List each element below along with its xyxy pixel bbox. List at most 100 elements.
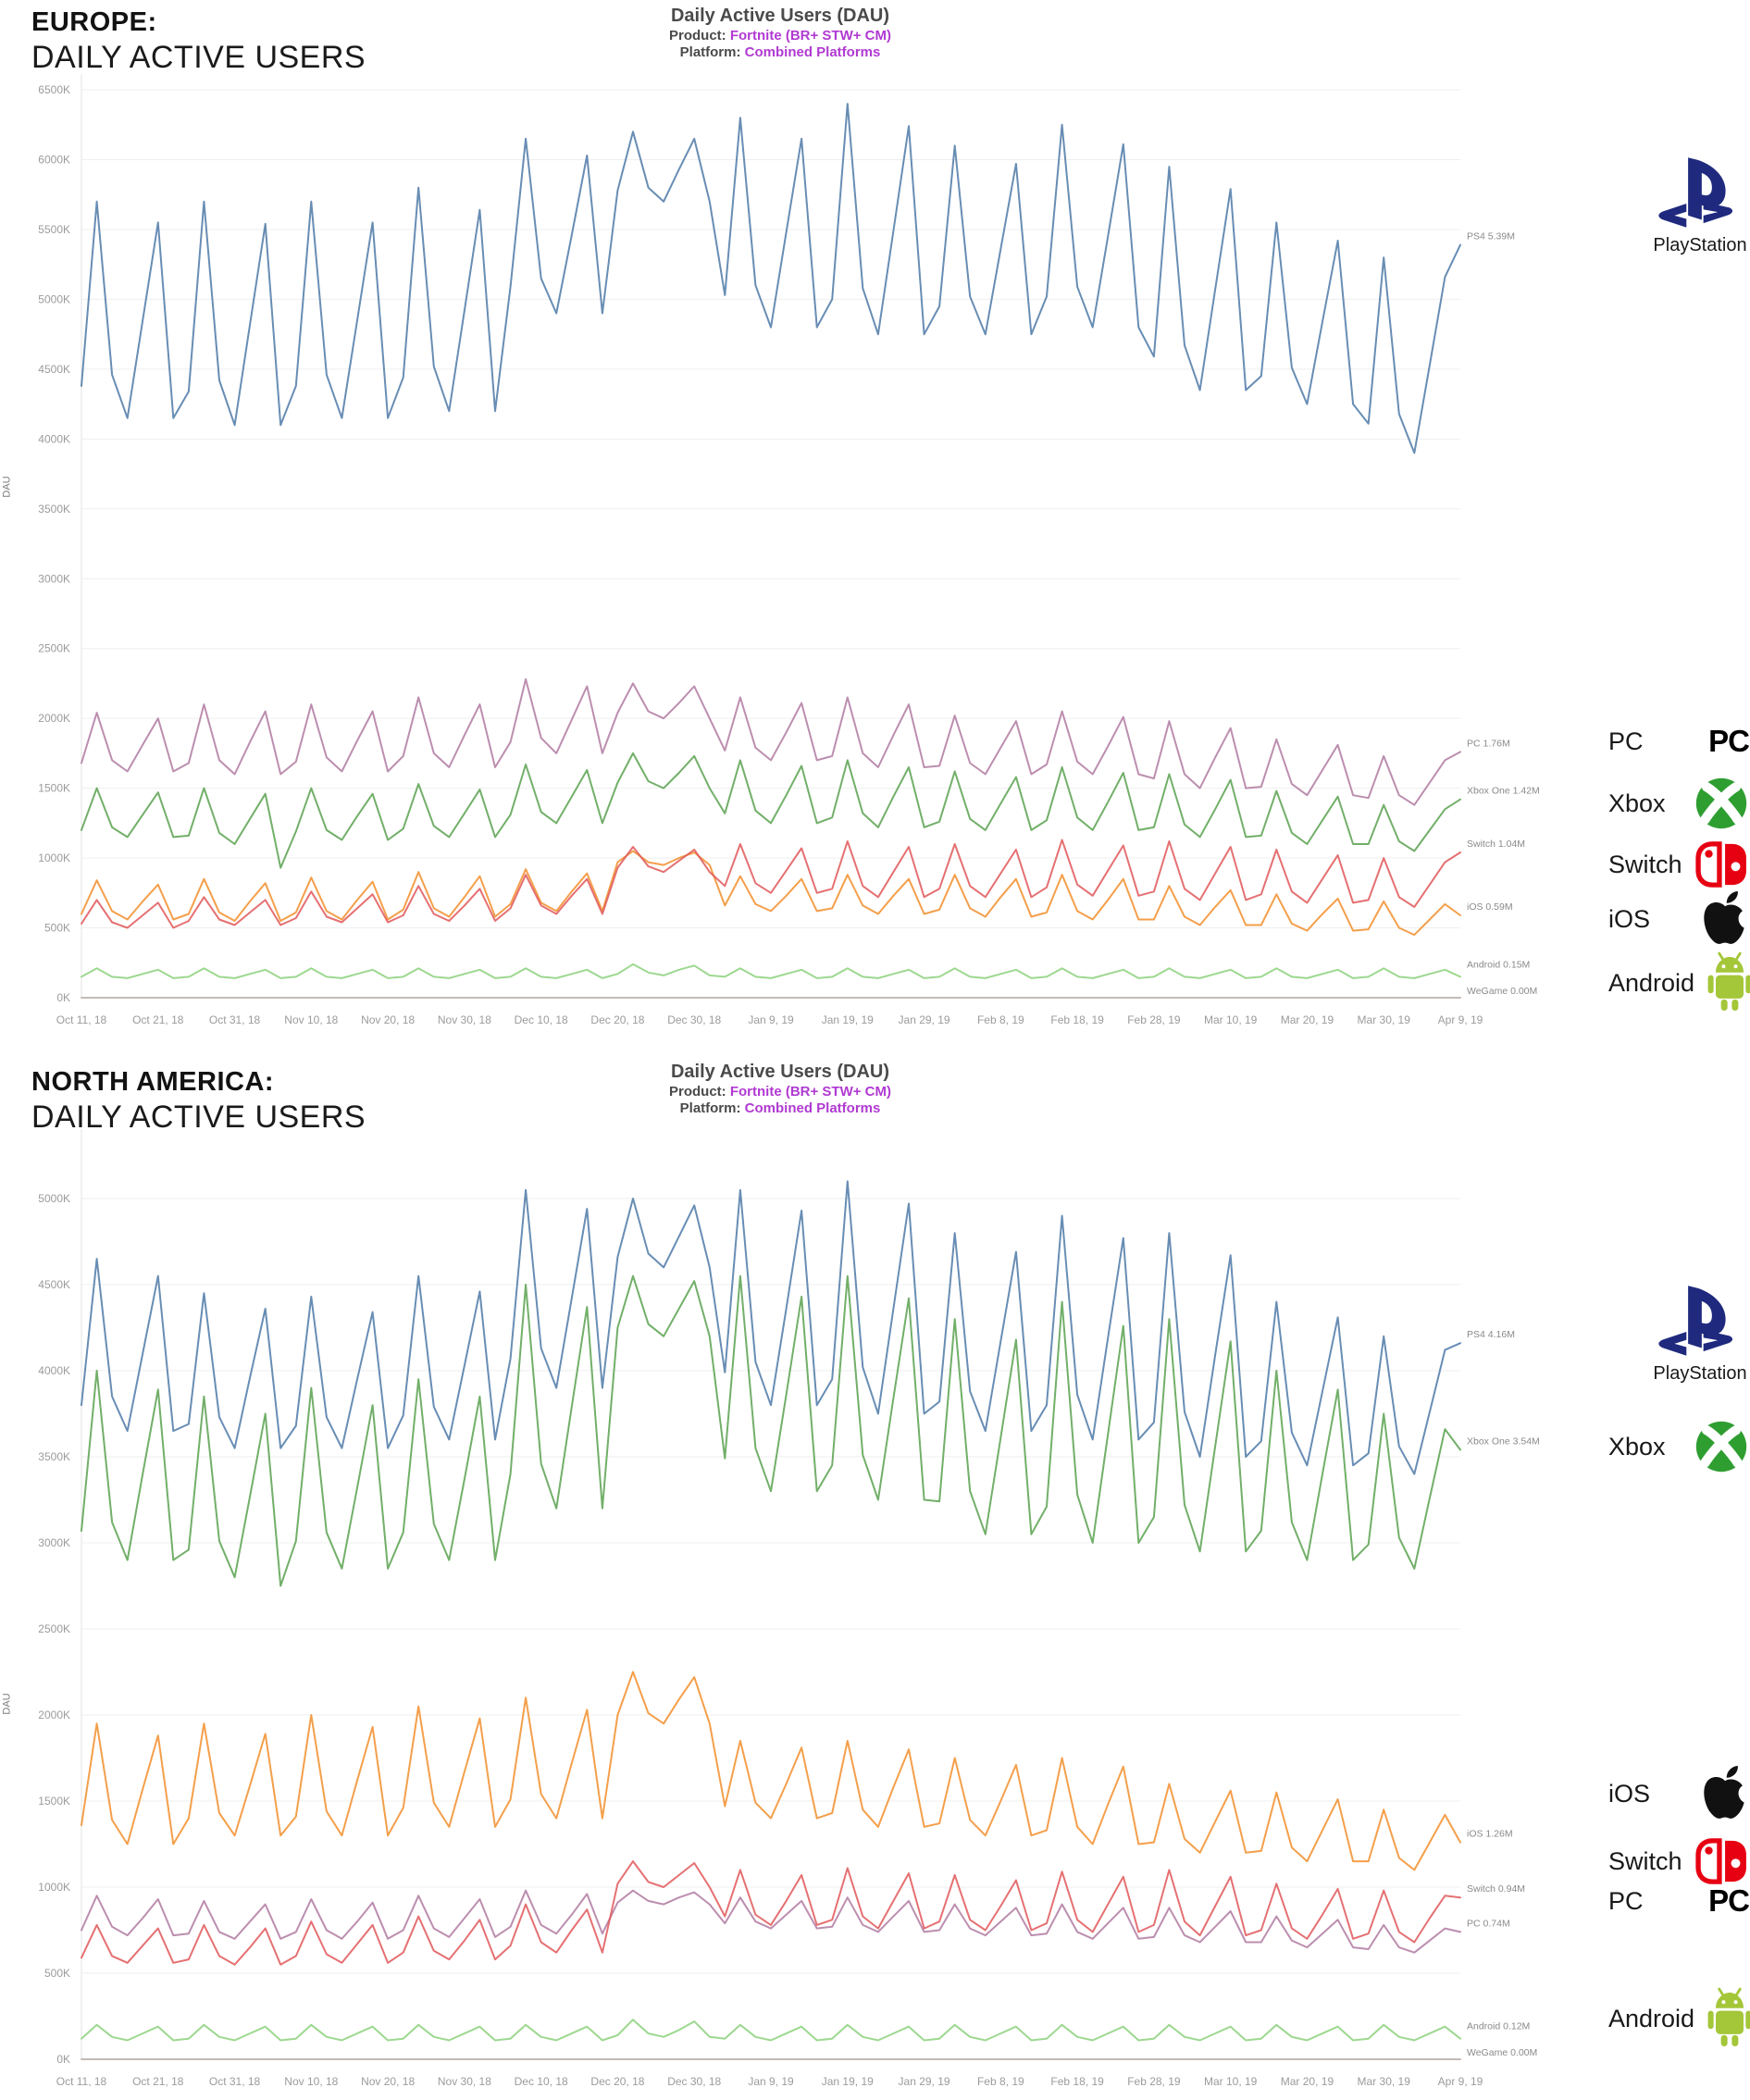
x-tick-label: Nov 20, 18 [361, 2075, 415, 2088]
legend-label: Xbox [1608, 1432, 1666, 1460]
x-tick-label: Feb 28, 19 [1127, 2075, 1181, 2088]
y-tick-label: 5000K [38, 1192, 70, 1205]
y-tick-label: 6500K [38, 83, 70, 96]
x-tick-label: Apr 9, 19 [1438, 2075, 1483, 2088]
x-tick-label: Jan 19, 19 [822, 1013, 874, 1026]
chart-subtitle-platform: Platform: Combined Platforms [493, 1100, 1067, 1116]
platform-value: Combined Platforms [744, 1100, 881, 1116]
y-tick-label: 4500K [38, 363, 70, 376]
legend-item-android: Android [1608, 1987, 1750, 2050]
legend-column: PlayStation PC PC Xbox Switch iOS Android [1573, 0, 1750, 1050]
y-tick-label: 2500K [38, 642, 70, 655]
legend-column: PlayStation Xbox iOS Switch PC PC Android [1573, 1050, 1750, 2100]
series-line-android [81, 2019, 1461, 2042]
legend-item-playstation: PlayStation [1642, 155, 1750, 256]
panel-north-america: NORTH AMERICA: DAILY ACTIVE USERS Daily … [0, 1050, 1750, 2100]
x-tick-label: Mar 30, 19 [1358, 2075, 1411, 2088]
x-tick-label: Oct 11, 18 [56, 2075, 107, 2088]
x-tick-label: Dec 20, 18 [590, 2075, 644, 2088]
x-tick-label: Mar 30, 19 [1358, 1013, 1411, 1026]
x-tick-label: Apr 9, 19 [1438, 1013, 1483, 1026]
x-tick-label: Mar 20, 19 [1281, 1013, 1334, 1026]
x-tick-label: Feb 28, 19 [1127, 1013, 1181, 1026]
plot-svg: 0K 500K 1000K 1500K 2000K 2500K 3000K 3500K 4000… [38, 1129, 1540, 2088]
legend-item-ios: iOS [1608, 1765, 1749, 1822]
legend-item-switch: Switch [1608, 840, 1749, 888]
series-end-label: iOS 1.26M [1467, 1829, 1513, 1840]
x-tick-label: Nov 10, 18 [284, 1013, 338, 1026]
series-end-label: WeGame 0.00M [1467, 2047, 1537, 2058]
legend-item-pc: PC PC [1608, 1883, 1750, 1919]
y-tick-label: 5500K [38, 223, 70, 236]
series-end-label: PS4 4.16M [1467, 1329, 1515, 1340]
series-end-label: Switch 1.04M [1467, 839, 1525, 850]
legend-label: PlayStation [1653, 235, 1747, 255]
y-tick-label: 2500K [38, 1622, 70, 1635]
y-tick-label: 0K [56, 2053, 70, 2066]
region-title: EUROPE: [31, 7, 157, 37]
y-tick-label: 500K [44, 1967, 70, 1980]
y-tick-label: 3000K [38, 572, 70, 585]
plot-svg: 0K 500K 1000K 1500K 2000K 2500K 3000K 3500K 4000… [38, 74, 1540, 1026]
x-tick-label: Feb 8, 19 [977, 1013, 1024, 1026]
android-icon [1702, 951, 1750, 1014]
region-title: NORTH AMERICA: [31, 1067, 275, 1097]
series-end-label: Android 0.15M [1467, 959, 1530, 970]
series-end-label: Switch 0.94M [1467, 1883, 1525, 1895]
series-end-label: iOS 0.59M [1467, 901, 1513, 913]
x-tick-label: Oct 31, 18 [209, 1013, 261, 1026]
series-line-xbox-one [81, 1274, 1461, 1587]
series-line-xbox-one [81, 752, 1461, 869]
x-tick-label: Nov 30, 18 [438, 1013, 491, 1026]
x-tick-label: Dec 10, 18 [515, 1013, 568, 1026]
series-line-ps4 [81, 1180, 1461, 1475]
chart-subtitle-platform: Platform: Combined Platforms [493, 44, 1067, 60]
chart-header: Daily Active Users (DAU) Product: Fortni… [493, 6, 1067, 60]
legend-label: iOS [1608, 1779, 1651, 1808]
x-tick-label: Jan 9, 19 [748, 2075, 794, 2088]
x-tick-label: Dec 10, 18 [515, 2075, 568, 2088]
x-tick-label: Jan 9, 19 [748, 1013, 794, 1026]
x-tick-label: Feb 18, 19 [1050, 1013, 1104, 1026]
legend-item-switch: Switch [1608, 1837, 1749, 1885]
legend-item-pc: PC PC [1608, 724, 1750, 759]
pc-icon: PC [1708, 724, 1750, 759]
product-label: Product: [669, 28, 726, 43]
region-header: EUROPE: DAILY ACTIVE USERS [31, 7, 366, 76]
legend-label: Android [1608, 2004, 1695, 2032]
y-tick-label: 1000K [38, 851, 70, 864]
y-tick-label: 3500K [38, 503, 70, 516]
legend-item-android: Android [1608, 951, 1750, 1014]
series-end-label: Android 0.12M [1467, 2021, 1530, 2032]
x-tick-label: Feb 8, 19 [977, 2075, 1024, 2088]
series-end-label: PC 1.76M [1467, 738, 1510, 749]
legend-item-xbox: Xbox [1608, 1419, 1749, 1474]
x-tick-label: Feb 18, 19 [1050, 2075, 1104, 2088]
legend-label: Xbox [1608, 789, 1666, 817]
x-tick-label: Jan 19, 19 [822, 2075, 874, 2088]
y-tick-label: 3000K [38, 1536, 70, 1549]
pc-icon: PC [1708, 1883, 1750, 1919]
series-end-label: PS4 5.39M [1467, 231, 1515, 242]
playstation-icon [1657, 1284, 1743, 1358]
pc-logo-text: PC [1708, 724, 1750, 758]
playstation-icon [1657, 155, 1743, 230]
region-header: NORTH AMERICA: DAILY ACTIVE USERS [31, 1067, 366, 1136]
platform-label: Platform: [679, 1100, 741, 1116]
y-tick-label: 4000K [38, 1364, 70, 1377]
product-label: Product: [669, 1084, 726, 1100]
legend-label: Switch [1608, 850, 1682, 878]
legend-label: Android [1608, 968, 1695, 997]
switch-icon [1695, 1837, 1749, 1885]
series-line-pc [81, 1889, 1461, 1954]
legend-label: PC [1608, 1886, 1644, 1915]
xbox-icon [1694, 776, 1749, 831]
series-end-label: WeGame 0.00M [1467, 986, 1537, 997]
x-tick-label: Mar 20, 19 [1281, 2075, 1334, 2088]
x-tick-label: Oct 11, 18 [56, 1013, 107, 1026]
product-value: Fortnite (BR+ STW+ CM) [729, 1084, 891, 1100]
legend-label: PC [1608, 727, 1644, 755]
chart-subtitle-product: Product: Fortnite (BR+ STW+ CM) [493, 1084, 1067, 1100]
y-tick-label: 1000K [38, 1881, 70, 1894]
y-tick-label: 4000K [38, 432, 70, 445]
